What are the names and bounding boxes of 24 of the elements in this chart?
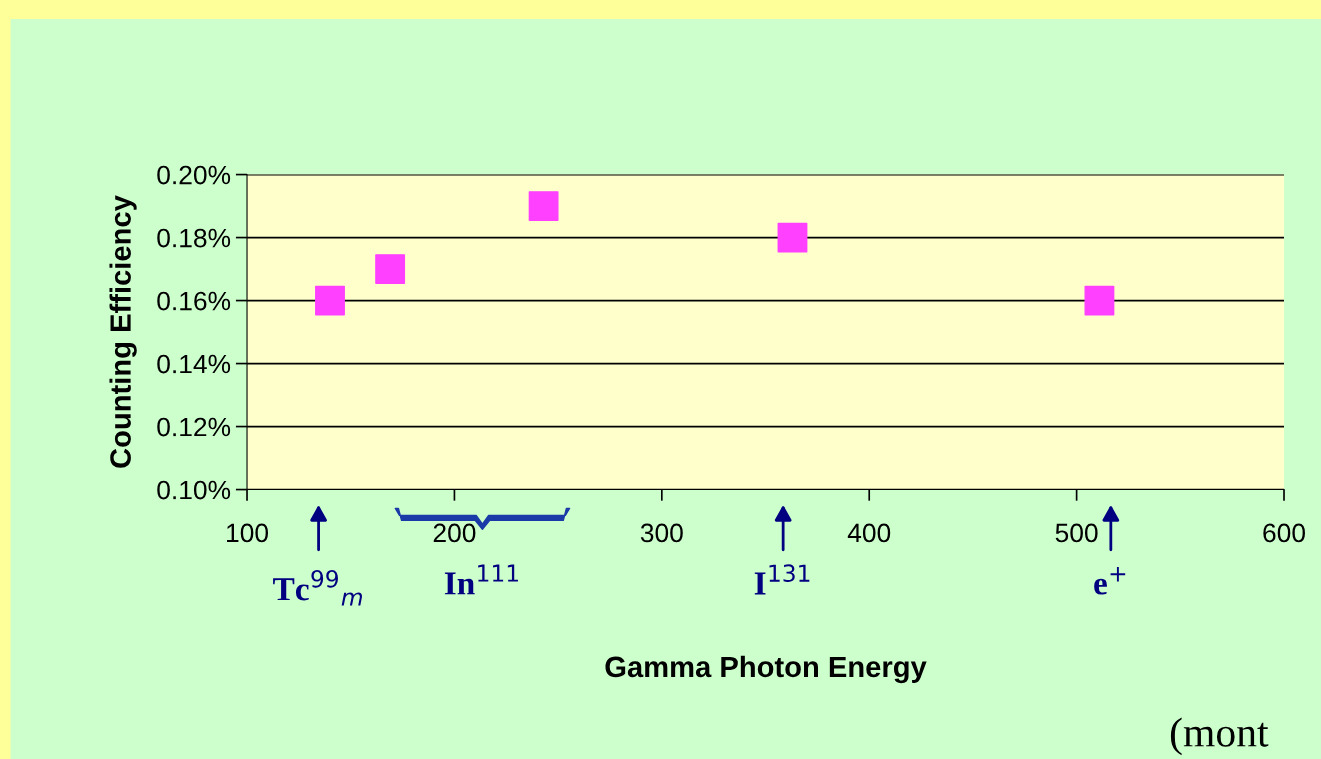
y-tick-label: 0.14% — [157, 354, 231, 374]
text: (mont — [1170, 717, 1269, 756]
point — [315, 285, 345, 316]
text: e$^{+}$ — [1094, 566, 1126, 595]
point — [1084, 285, 1115, 316]
point — [375, 254, 406, 284]
y-tick-label: 0.10% — [157, 480, 231, 500]
y-tick-label: 0.18% — [157, 228, 231, 248]
x-tick-label: 400 — [847, 523, 891, 543]
x-tick-label: 300 — [640, 523, 683, 543]
point — [528, 191, 559, 221]
point — [777, 222, 808, 253]
y-tick-label: 0.16% — [157, 291, 231, 311]
y-axis-title: Counting Efficiency — [109, 195, 137, 468]
y-tick-label: 0.20% — [157, 165, 231, 185]
y-tick-label: 0.12% — [157, 417, 231, 437]
x-axis-title: Gamma Photon Energy — [605, 655, 927, 684]
x-tick-label: 600 — [1263, 523, 1305, 543]
text: Tc$^{99}$$_{m}$ — [273, 570, 362, 606]
x-tick-label: 500 — [1055, 523, 1098, 543]
text: In$^{111}$ — [444, 564, 518, 595]
text: I$^{131}$ — [754, 564, 810, 595]
x-tick-label: 100 — [227, 523, 269, 543]
x-tick-label: 200 — [433, 523, 476, 543]
